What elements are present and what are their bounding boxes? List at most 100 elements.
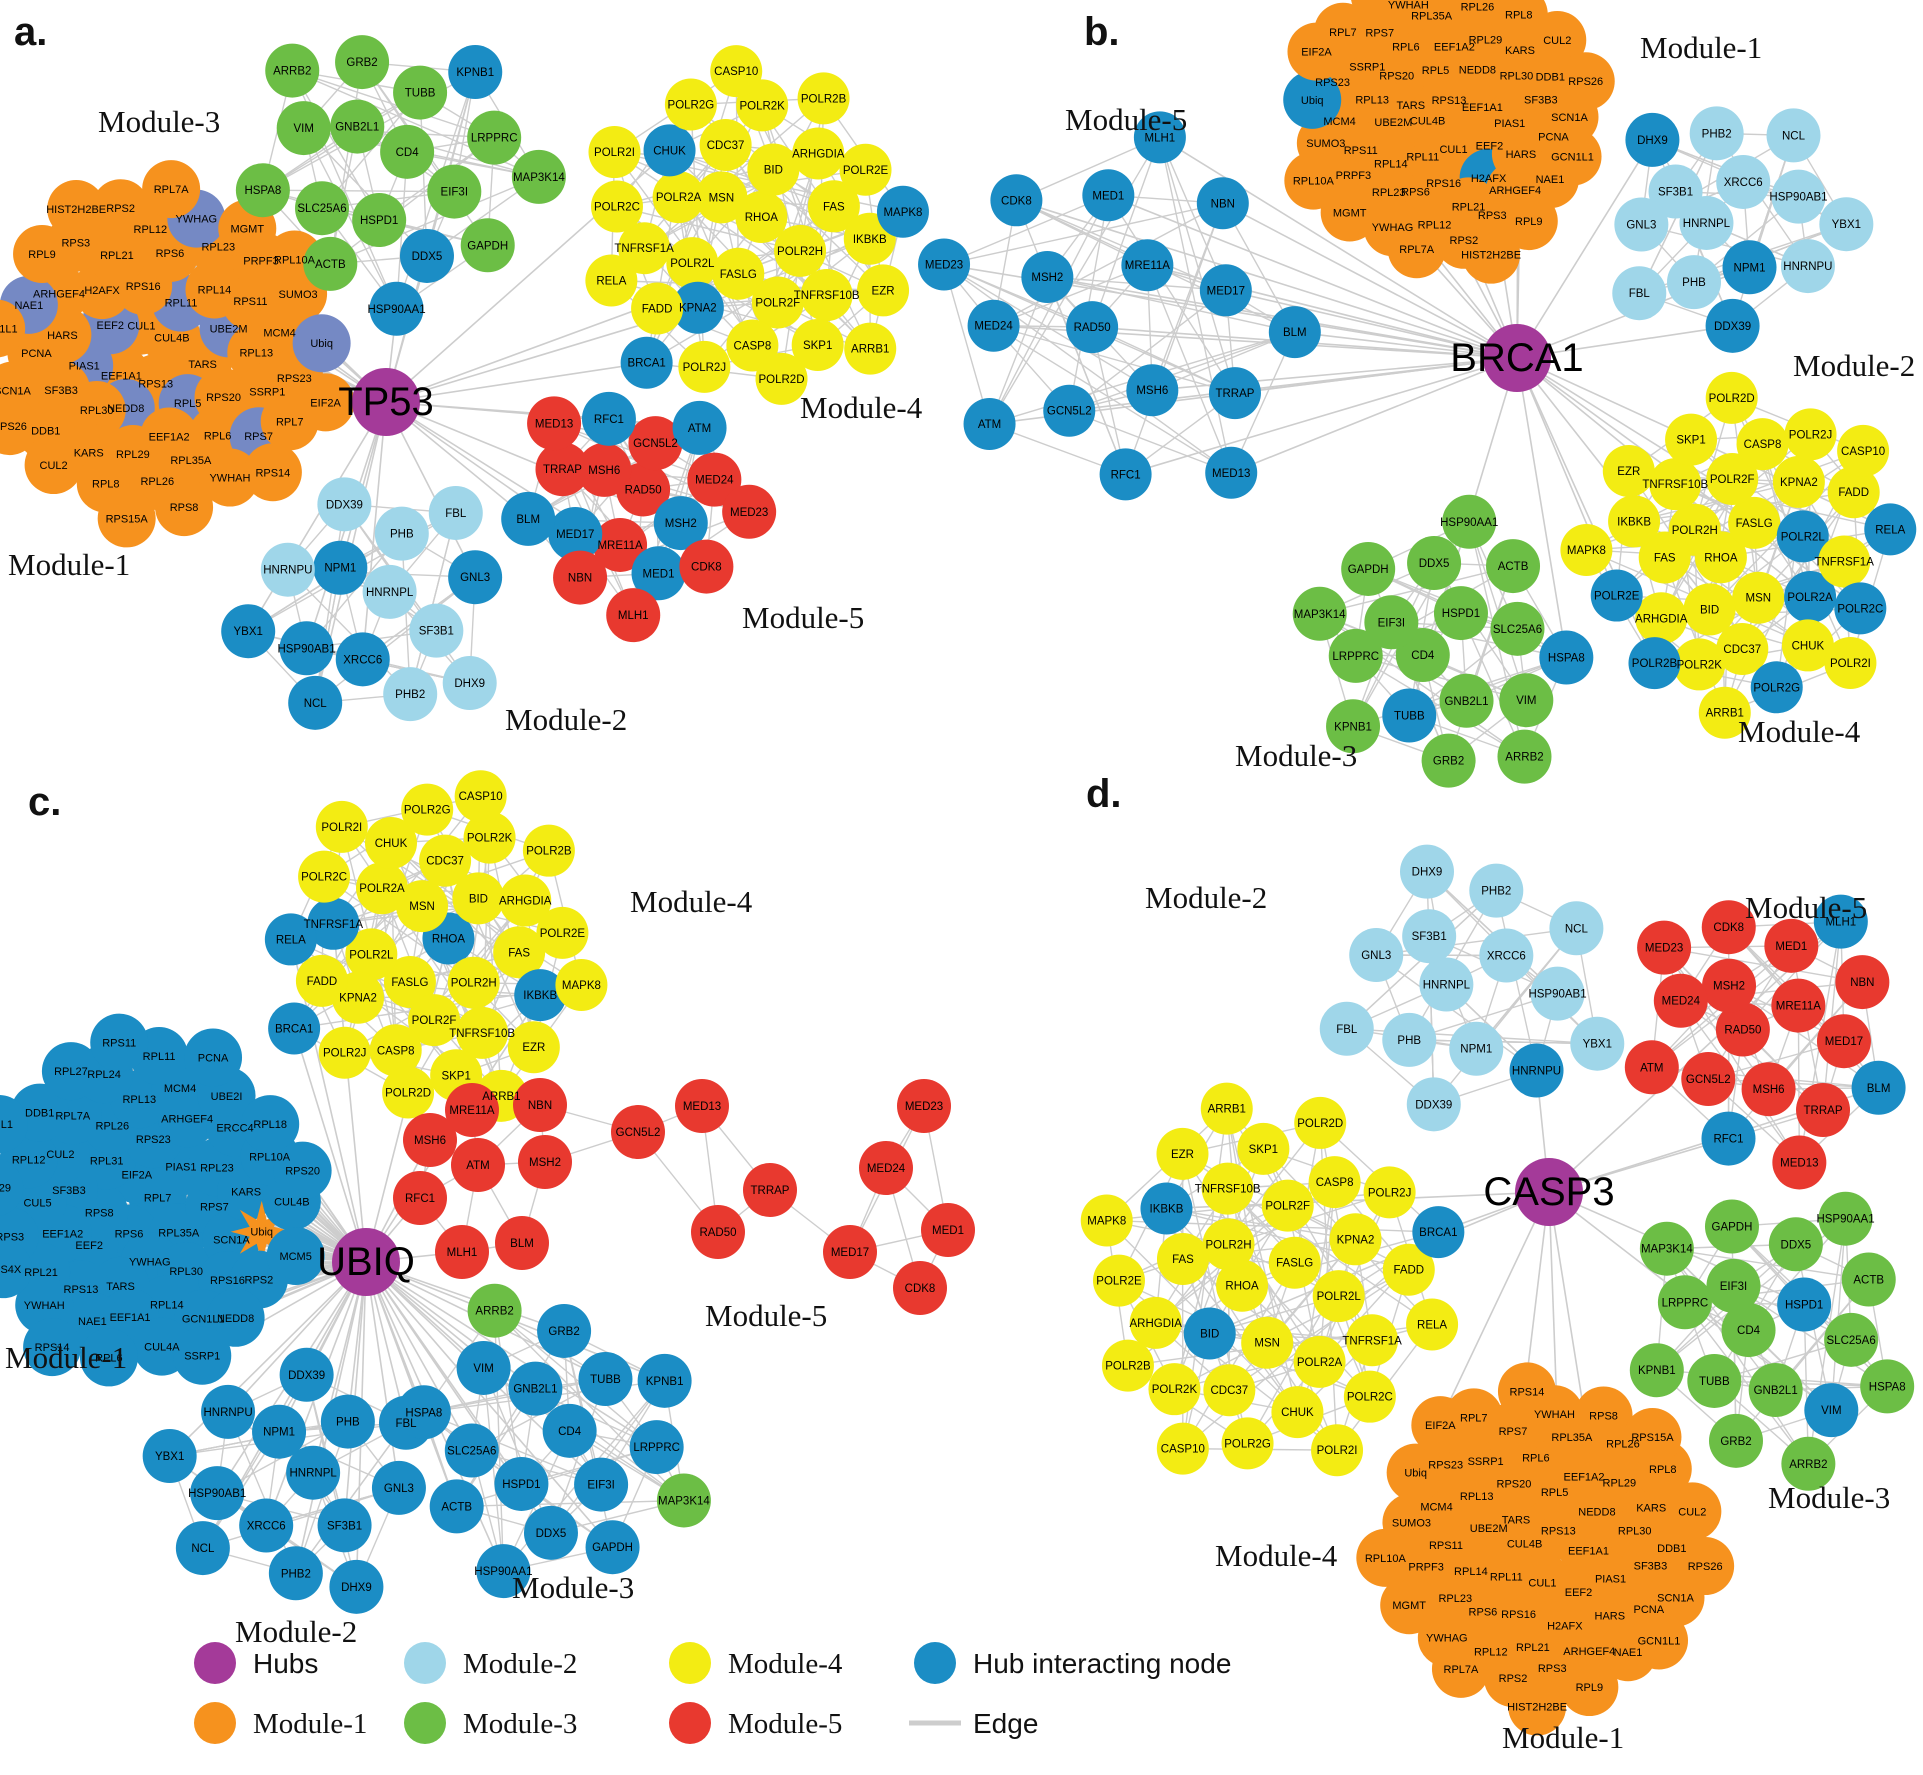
- node-RHOA[interactable]: [735, 190, 788, 243]
- node-MED13[interactable]: [1772, 1135, 1827, 1190]
- node-MED24[interactable]: [1653, 973, 1708, 1028]
- node-GNB2L1[interactable]: [508, 1361, 563, 1416]
- node-TRRAP[interactable]: [743, 1163, 797, 1217]
- node-SLC25A6[interactable]: [1490, 601, 1545, 656]
- node-ACTB[interactable]: [429, 1479, 484, 1534]
- node-CUL1[interactable]: [0, 1094, 28, 1153]
- node-POLR2J[interactable]: [318, 1026, 371, 1079]
- node-FADD[interactable]: [1827, 466, 1880, 519]
- node-NPM1[interactable]: [1722, 240, 1777, 295]
- node-ARHGDIA[interactable]: [1635, 592, 1688, 645]
- node-ARRB1[interactable]: [1698, 686, 1751, 739]
- node-MRE11A[interactable]: [445, 1083, 499, 1137]
- node-FASLG[interactable]: [712, 247, 765, 300]
- node-MED13[interactable]: [1205, 446, 1258, 499]
- node-KPNB1[interactable]: [637, 1353, 692, 1408]
- node-MAP3K14[interactable]: [1639, 1221, 1694, 1276]
- node-HSPA8[interactable]: [1860, 1359, 1915, 1414]
- node-ARRB1[interactable]: [844, 322, 897, 375]
- node-IKBKB[interactable]: [514, 969, 567, 1022]
- node-RELA[interactable]: [585, 254, 638, 307]
- node-SF3B1[interactable]: [317, 1498, 372, 1553]
- node-KPNB1[interactable]: [448, 45, 503, 100]
- node-POLR2K[interactable]: [1673, 638, 1726, 691]
- node-CASP10[interactable]: [710, 45, 763, 98]
- node-LRPPRC[interactable]: [1657, 1275, 1712, 1330]
- node-RPL7A[interactable]: [142, 160, 201, 219]
- node-VIM[interactable]: [1804, 1383, 1859, 1438]
- node-HNRNPU[interactable]: [1780, 239, 1835, 294]
- node-POLR2L[interactable]: [1776, 510, 1829, 563]
- node-MRE11A[interactable]: [1771, 978, 1826, 1033]
- node-CD4[interactable]: [1721, 1303, 1776, 1358]
- node-POLR2A[interactable]: [355, 862, 408, 915]
- node-MSH2[interactable]: [518, 1135, 572, 1189]
- node-SF3B1[interactable]: [1402, 909, 1457, 964]
- node-POLR2F[interactable]: [1261, 1179, 1314, 1232]
- node-TNFRSF1A[interactable]: [1818, 535, 1871, 588]
- node-POLR2B[interactable]: [1101, 1339, 1154, 1392]
- node-BRCA1[interactable]: [1412, 1206, 1465, 1259]
- node-ARHGDIA[interactable]: [792, 127, 845, 180]
- node-GNB2L1[interactable]: [330, 99, 385, 154]
- node-NBN[interactable]: [513, 1078, 567, 1132]
- node-CDK8[interactable]: [679, 539, 734, 594]
- node-NEDD8[interactable]: [206, 1288, 265, 1347]
- node-NPM1[interactable]: [313, 540, 368, 595]
- node-CDC37[interactable]: [1203, 1364, 1256, 1417]
- node-ARHGDIA[interactable]: [499, 874, 552, 927]
- node-POLR2D[interactable]: [382, 1066, 435, 1119]
- node-PHB[interactable]: [1382, 1012, 1437, 1067]
- node-NPM1[interactable]: [1449, 1021, 1504, 1076]
- node-EZR[interactable]: [507, 1021, 560, 1074]
- node-CDK8[interactable]: [893, 1261, 947, 1315]
- node-RAD50[interactable]: [691, 1205, 745, 1259]
- node-HSPD1[interactable]: [494, 1456, 549, 1511]
- node-KPNB1[interactable]: [1629, 1343, 1684, 1398]
- node-MED13[interactable]: [675, 1079, 729, 1133]
- node-MED24[interactable]: [687, 452, 742, 507]
- node-HSP90AB1[interactable]: [279, 621, 334, 676]
- node-DHX9[interactable]: [1400, 844, 1455, 899]
- node-ATM[interactable]: [451, 1138, 505, 1192]
- node-PHB2[interactable]: [1469, 863, 1524, 918]
- node-MED1[interactable]: [1764, 918, 1819, 973]
- node-POLR2G[interactable]: [664, 78, 717, 131]
- node-VIM[interactable]: [276, 101, 331, 156]
- node-MGMT[interactable]: [1380, 1576, 1439, 1635]
- node-MAPK8[interactable]: [1080, 1194, 1133, 1247]
- node-RPS15A[interactable]: [1623, 1408, 1682, 1467]
- node-CD4[interactable]: [542, 1403, 597, 1458]
- node-ARRB2[interactable]: [265, 43, 320, 98]
- node-PHB[interactable]: [1666, 255, 1721, 310]
- node-NCL[interactable]: [1766, 108, 1821, 163]
- node-HSP90AA1[interactable]: [1442, 494, 1497, 549]
- node-DDX5[interactable]: [1407, 536, 1462, 591]
- node-HSPA8[interactable]: [235, 163, 290, 218]
- node-HSPD1[interactable]: [1433, 586, 1488, 641]
- node-RPS8[interactable]: [1574, 1386, 1633, 1445]
- node-FASLG[interactable]: [383, 956, 436, 1009]
- node-POLR2E[interactable]: [1092, 1254, 1145, 1307]
- node-KPNB1[interactable]: [1326, 699, 1381, 754]
- node-RPS15A[interactable]: [97, 489, 156, 548]
- node-BLM[interactable]: [1851, 1060, 1906, 1115]
- node-EZR[interactable]: [1602, 445, 1655, 498]
- node-POLR2G[interactable]: [1221, 1417, 1274, 1470]
- node-RPS14[interactable]: [23, 1318, 82, 1377]
- node-MED17[interactable]: [823, 1225, 877, 1279]
- node-GAPDH[interactable]: [1704, 1199, 1759, 1254]
- node-POLR2H[interactable]: [774, 224, 827, 277]
- node-MED17[interactable]: [548, 506, 603, 561]
- node-CDC37[interactable]: [1716, 623, 1769, 676]
- node-GNL3[interactable]: [371, 1460, 426, 1515]
- node-PHB[interactable]: [374, 506, 429, 561]
- node-TUBB[interactable]: [578, 1352, 633, 1407]
- node-ACTB[interactable]: [303, 236, 358, 291]
- node-MSH6[interactable]: [1126, 364, 1179, 417]
- node-RFC1[interactable]: [393, 1171, 447, 1225]
- node-CASP10[interactable]: [454, 770, 507, 823]
- node-RPL10A[interactable]: [1284, 151, 1343, 210]
- node-LRPPRC[interactable]: [467, 110, 522, 165]
- node-KPNA2[interactable]: [1772, 455, 1825, 508]
